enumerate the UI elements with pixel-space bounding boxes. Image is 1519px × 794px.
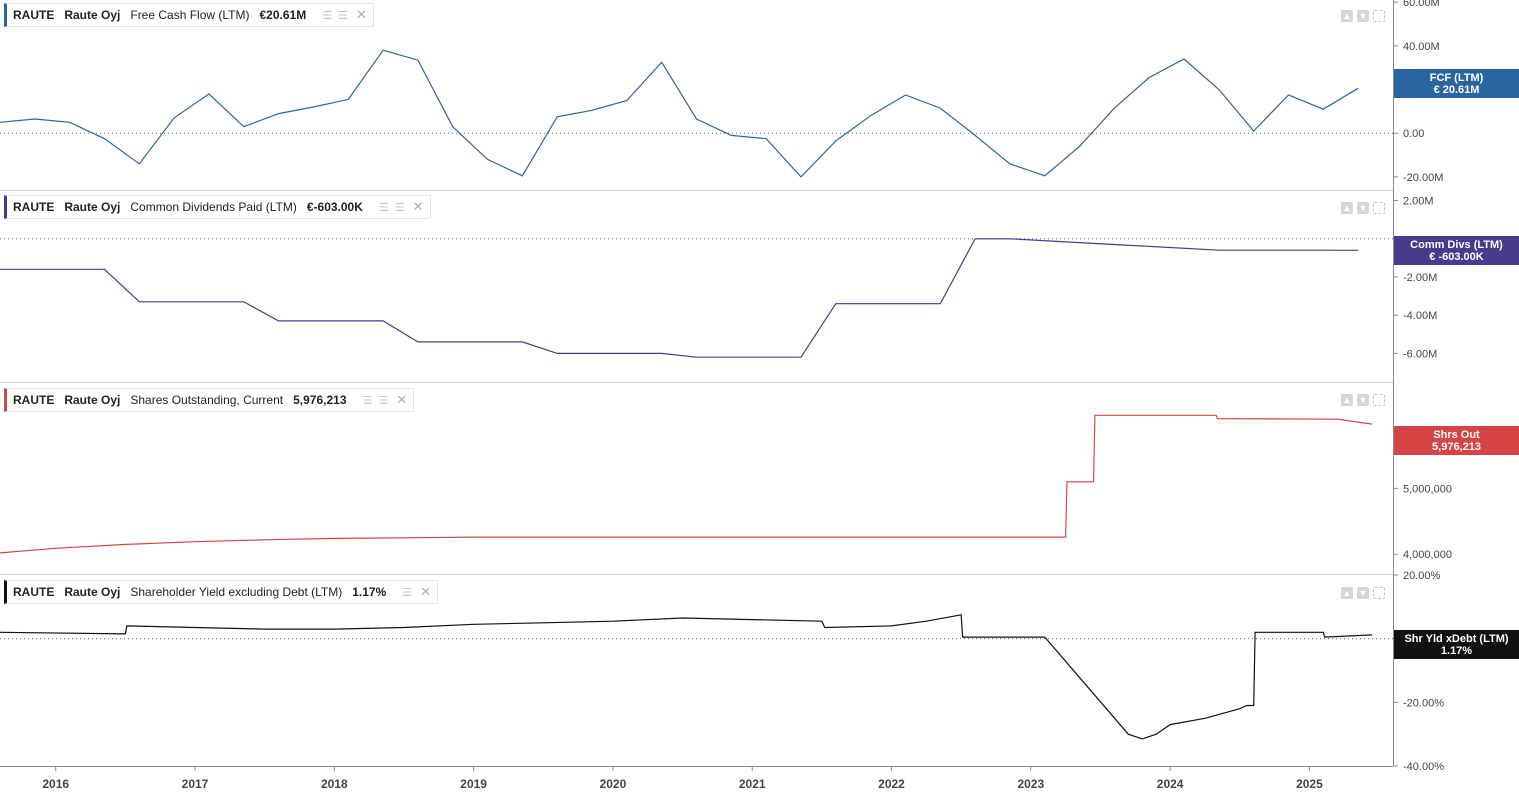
legend-ticker: RAUTE: [13, 8, 55, 22]
move-up-icon[interactable]: ▲: [1341, 587, 1353, 599]
legend-ticker: RAUTE: [13, 393, 55, 407]
legend-company: Raute Oyj: [64, 393, 121, 407]
close-icon[interactable]: ✕: [420, 584, 432, 599]
y-tick-label: -2.00M: [1403, 272, 1437, 284]
close-icon[interactable]: ✕: [396, 392, 408, 407]
x-tick-label: 2017: [182, 777, 209, 791]
x-tick-label: 2018: [321, 777, 348, 791]
badge-label: FCF (LTM): [1429, 72, 1484, 84]
move-down-icon[interactable]: ▼: [1357, 10, 1369, 22]
badge-value: 5,976,213: [1432, 441, 1481, 453]
legend-value: €20.61M: [259, 8, 307, 22]
legend-metric: Common Dividends Paid (LTM): [130, 200, 297, 214]
move-up-icon[interactable]: ▲: [1341, 10, 1353, 22]
stack-icon[interactable]: ☰: [338, 9, 348, 22]
y-tick-label: -4.00M: [1403, 310, 1437, 322]
badge-label: Shr Yld xDebt (LTM): [1404, 633, 1509, 645]
fullscreen-icon[interactable]: [1373, 10, 1385, 22]
badge-value: 1.17%: [1440, 645, 1473, 657]
legend-metric: Shareholder Yield excluding Debt (LTM): [130, 585, 343, 599]
stack-icon[interactable]: ☰: [378, 394, 389, 407]
legend-ticker: RAUTE: [13, 200, 55, 214]
y-tick-label: 20.00%: [1403, 570, 1441, 582]
y-tick-label: 2.00M: [1403, 196, 1434, 208]
series-line: [0, 614, 1373, 740]
close-icon[interactable]: ✕: [355, 7, 367, 22]
move-up-icon[interactable]: ▲: [1341, 202, 1353, 214]
x-tick-label: 2019: [460, 777, 487, 791]
legend-value: 5,976,213: [293, 393, 347, 407]
badge-label: Comm Divs (LTM): [1410, 239, 1503, 251]
y-tick-label: -40.00%: [1403, 761, 1444, 773]
y-tick-label: 40.00M: [1403, 41, 1440, 53]
x-tick-label: 2016: [42, 777, 69, 791]
move-down-icon[interactable]: ▼: [1357, 202, 1369, 214]
stack-icon[interactable]: ☰: [322, 9, 333, 22]
yield-value-badge: Shr Yld xDebt (LTM) 1.17%: [1394, 630, 1519, 659]
legend-value: €-603.00K: [306, 200, 363, 214]
x-tick-label: 2020: [600, 777, 627, 791]
x-tick-label: 2021: [739, 777, 766, 791]
legend-metric: Shares Outstanding, Current: [130, 393, 284, 407]
divs-value-badge: Comm Divs (LTM) € -603.00K: [1394, 236, 1519, 265]
pane-controls: ▲ ▼: [1341, 394, 1385, 406]
fullscreen-icon[interactable]: [1373, 202, 1385, 214]
legend-dividends: RAUTE Raute Oyj Common Dividends Paid (L…: [4, 195, 431, 219]
legend-shares: RAUTE Raute Oyj Shares Outstanding, Curr…: [4, 388, 415, 412]
legend-yield: RAUTE Raute Oyj Shareholder Yield exclud…: [4, 580, 439, 604]
move-up-icon[interactable]: ▲: [1341, 394, 1353, 406]
x-tick-label: 2025: [1296, 777, 1323, 791]
fcf-value-badge: FCF (LTM) € 20.61M: [1394, 69, 1519, 98]
fullscreen-icon[interactable]: [1373, 587, 1385, 599]
legend-fcf: RAUTE Raute Oyj Free Cash Flow (LTM) €20…: [4, 3, 374, 27]
y-tick-label: 60.00M: [1403, 0, 1440, 9]
x-tick-label: 2022: [878, 777, 905, 791]
x-tick-label: 2024: [1157, 777, 1184, 791]
move-down-icon[interactable]: ▼: [1357, 587, 1369, 599]
move-down-icon[interactable]: ▼: [1357, 394, 1369, 406]
stack-icon[interactable]: ☰: [362, 394, 373, 407]
y-tick-label: 5,000,000: [1403, 483, 1452, 495]
legend-company: Raute Oyj: [64, 585, 121, 599]
shares-value-badge: Shrs Out 5,976,213: [1394, 426, 1519, 455]
stack-icon[interactable]: ☰: [394, 201, 405, 214]
series-line: [0, 414, 1373, 554]
legend-company: Raute Oyj: [64, 8, 121, 22]
badge-label: Shrs Out: [1433, 429, 1480, 441]
legend-company: Raute Oyj: [64, 200, 121, 214]
series-line: [0, 238, 1359, 358]
x-tick-label: 2023: [1017, 777, 1044, 791]
y-tick-label: -6.00M: [1403, 348, 1437, 360]
legend-metric: Free Cash Flow (LTM): [130, 8, 250, 22]
pane-controls: ▲ ▼: [1341, 587, 1385, 599]
y-tick-label: 0.00: [1403, 128, 1424, 140]
series-line: [0, 49, 1359, 178]
badge-value: € 20.61M: [1433, 84, 1480, 96]
pane-controls: ▲ ▼: [1341, 10, 1385, 22]
stack-icon[interactable]: ☰: [378, 201, 389, 214]
y-tick-label: -20.00%: [1403, 697, 1444, 709]
y-tick-label: 4,000,000: [1403, 549, 1452, 561]
stack-icon[interactable]: ☰: [402, 586, 413, 599]
y-tick-label: -20.00M: [1403, 172, 1443, 184]
badge-value: € -603.00K: [1429, 251, 1484, 263]
pane-controls: ▲ ▼: [1341, 202, 1385, 214]
close-icon[interactable]: ✕: [412, 199, 424, 214]
legend-value: 1.17%: [352, 585, 387, 599]
legend-ticker: RAUTE: [13, 585, 55, 599]
fullscreen-icon[interactable]: [1373, 394, 1385, 406]
